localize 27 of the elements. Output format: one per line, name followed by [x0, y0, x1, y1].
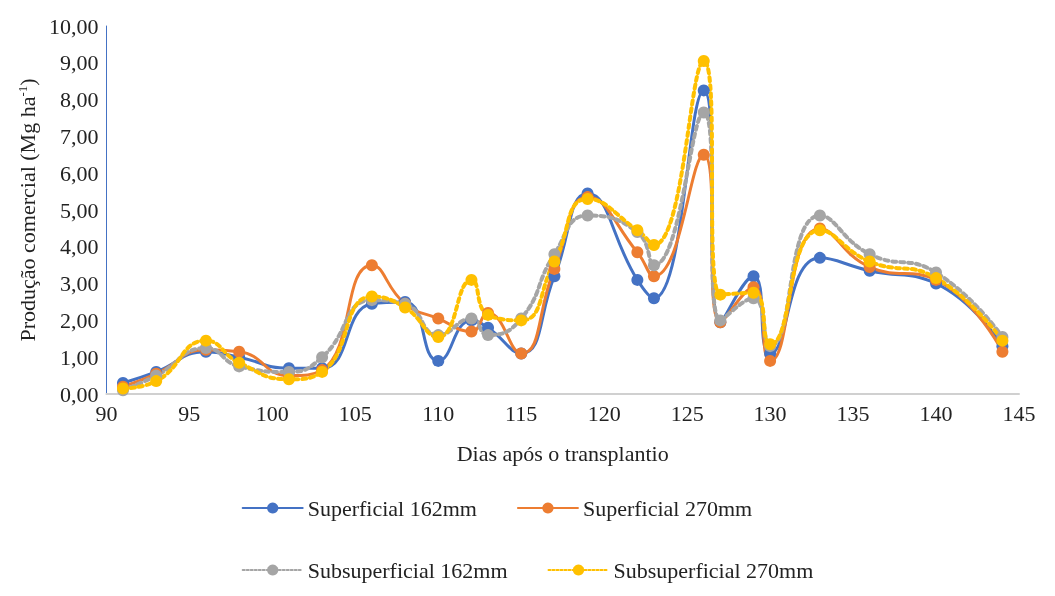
x-tick-label: 125 — [670, 400, 704, 426]
x-tick-label: 110 — [422, 400, 455, 426]
x-tick-label: 130 — [753, 400, 787, 426]
y-tick-label: 6,00 — [59, 160, 99, 186]
x-tick-label: 100 — [255, 400, 289, 426]
y-tick-label: 2,00 — [59, 307, 99, 333]
legend-label: Subsuperficial 162mm — [307, 557, 508, 583]
legend-label: Superficial 270mm — [582, 495, 753, 521]
y-tick-label: 3,00 — [59, 271, 99, 297]
legend-label: Subsuperficial 270mm — [613, 557, 814, 583]
y-tick-label: 1,00 — [59, 344, 99, 370]
y-tick-label: 10,00 — [48, 13, 99, 39]
x-tick-label: 105 — [338, 400, 372, 426]
x-tick-label: 135 — [836, 400, 870, 426]
y-tick-label: 5,00 — [59, 197, 99, 223]
y-tick-label: 8,00 — [59, 87, 99, 113]
x-tick-label: 115 — [505, 400, 538, 426]
x-tick-label: 145 — [1002, 400, 1036, 426]
y-tick-label: 9,00 — [59, 50, 99, 76]
legend-label: Superficial 162mm — [307, 495, 477, 521]
y-tick-label: 4,00 — [59, 234, 99, 260]
x-tick-label: 95 — [178, 400, 201, 426]
x-tick-label: 140 — [919, 400, 953, 426]
x-axis-title: Dias após o transplantio — [456, 440, 669, 466]
y-tick-label: 7,00 — [59, 123, 99, 149]
x-tick-label: 120 — [587, 400, 621, 426]
y-axis-title: Produção comercial (Mg ha-1) — [14, 78, 40, 342]
